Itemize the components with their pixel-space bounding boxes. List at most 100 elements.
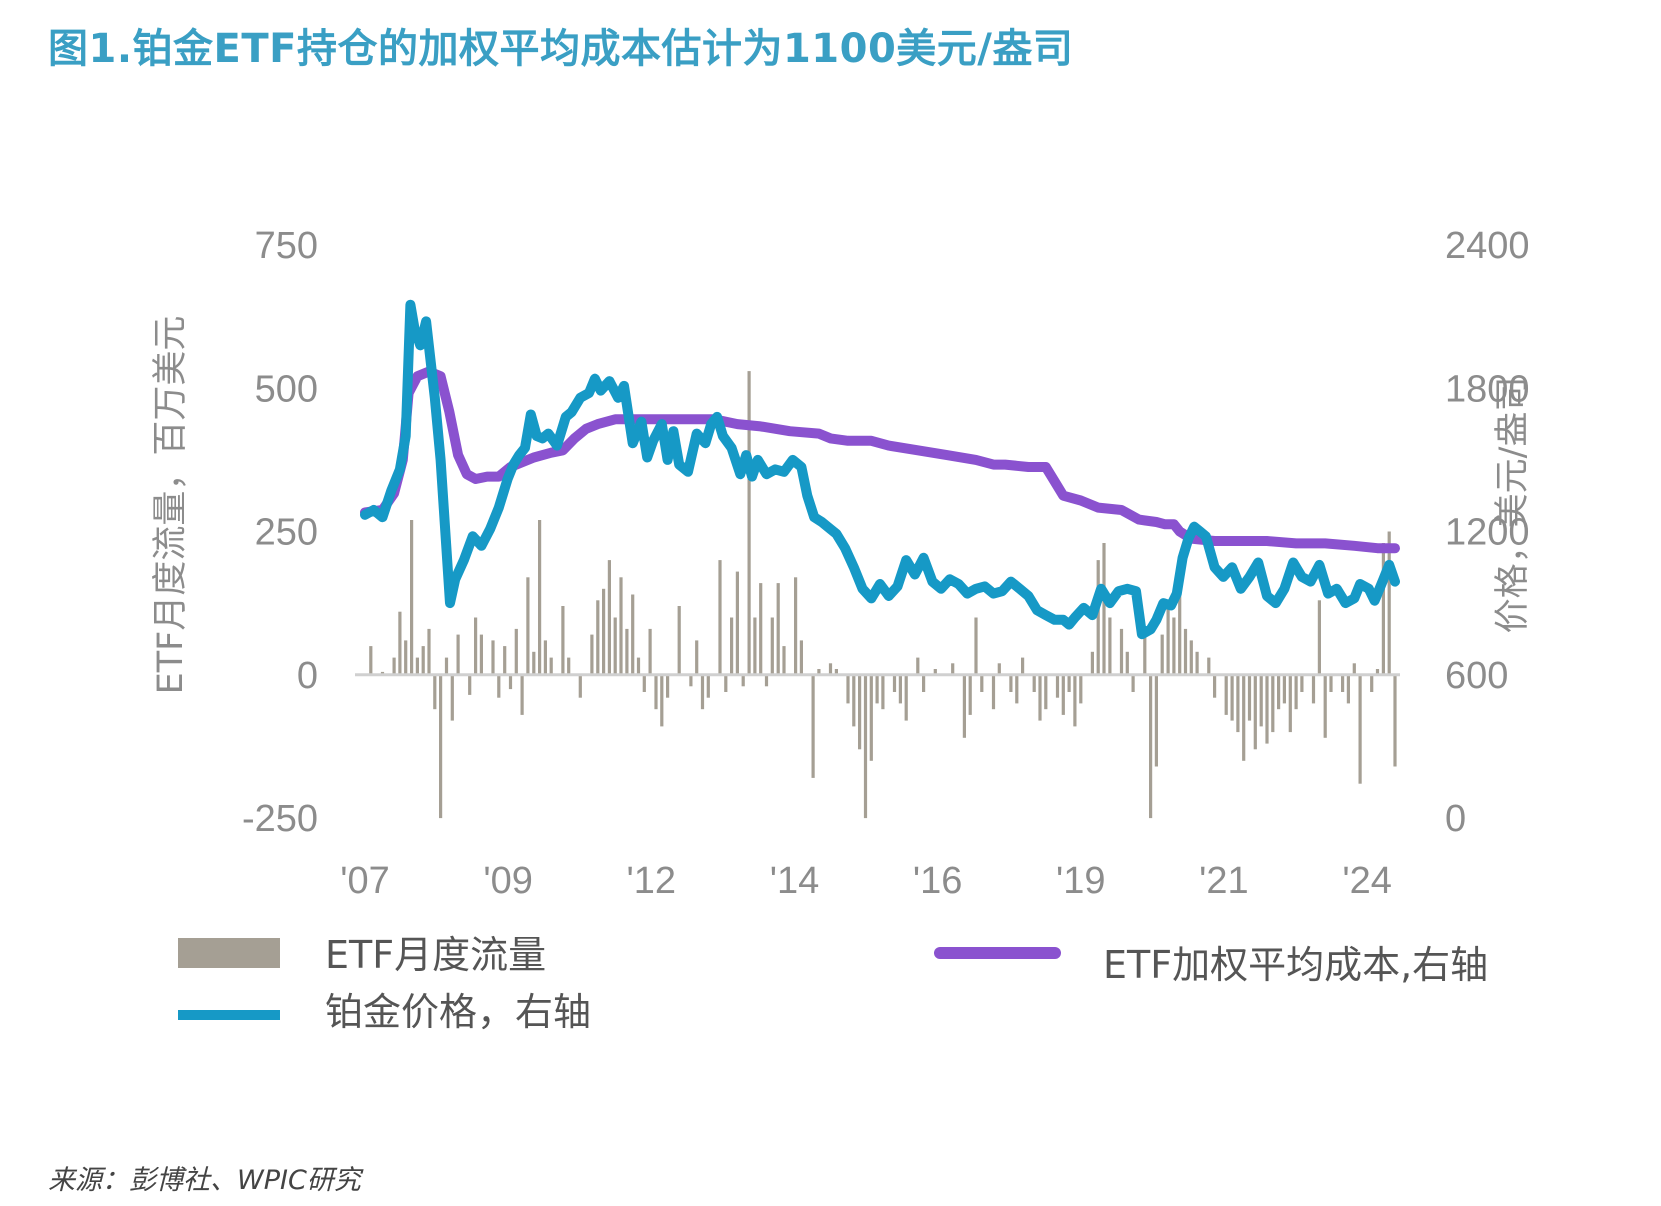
flow-bar-47 [695,640,699,675]
flow-bar-71 [863,674,868,819]
flow-bar-143 [1387,531,1391,675]
flow-bar-12 [450,674,454,721]
flow-bar-122 [1247,674,1252,721]
flow-bar-15 [474,617,478,675]
flow-bar-38 [631,594,635,675]
flow-bar-4 [404,640,408,675]
flow-bar-132 [1311,674,1316,704]
flow-bar-144 [1393,674,1397,767]
flow-bar-113 [1183,628,1188,675]
flow-bar-61 [782,646,786,675]
flow-bar-45 [677,606,681,675]
x-tick-label: '12 [627,860,677,902]
flow-bar-34 [607,560,611,675]
flow-bar-92 [1038,674,1042,721]
flow-bar-124 [1259,674,1263,727]
flow-bar-66 [828,663,833,675]
flow-bar-59 [770,617,774,675]
flow-bar-55 [747,371,751,675]
left-tick-label: 250 [255,512,318,554]
flow-bar-103 [1119,628,1124,675]
flow-bar-108 [1154,674,1158,767]
x-tick-label: '14 [770,860,820,902]
flow-bar-123 [1253,674,1257,750]
flow-bar-63 [799,640,803,675]
flow-bar-136 [1341,674,1345,692]
flow-bar-121 [1242,674,1246,761]
flow-bar-43 [660,674,664,727]
flow-bar-3 [398,611,402,675]
flow-bar-139 [1358,674,1362,784]
flow-bar-77 [904,674,908,721]
flow-bar-86 [991,674,996,710]
x-tick-label: '09 [483,860,533,902]
source-note: 来源：彭博社、WPIC研究 [48,1165,361,1196]
right-axis-ticks: 2400 1800 1200 600 0 [1445,225,1530,840]
flow-bar-68 [846,674,850,704]
flow-bar-50 [718,560,722,675]
flow-bar-72 [869,674,873,761]
flow-bar-126 [1271,674,1275,733]
flow-bar-6 [415,657,419,675]
left-axis-label: ETF月度流量，百万美元 [151,316,191,695]
flow-bar-141 [1375,669,1380,675]
flow-bar-0 [369,646,373,675]
flow-bar-49 [706,674,710,698]
flow-bar-131 [1300,674,1304,692]
flow-bar-85 [980,674,984,692]
legend-bar-swatch [178,938,280,968]
flow-bar-101 [1102,543,1106,675]
flow-bar-65 [817,669,821,675]
flow-bar-82 [962,674,966,738]
left-tick-label: 500 [255,368,318,410]
right-tick-label: 600 [1445,655,1508,697]
legend-cost-label: ETF加权平均成本,右轴 [1103,943,1488,987]
flow-bar-10 [439,674,443,819]
flow-bar-69 [852,674,856,727]
flow-bars [369,371,1397,819]
flow-bar-102 [1108,617,1112,675]
flow-bar-100 [1096,560,1100,675]
flow-bar-70 [858,674,862,750]
left-tick-label: 750 [255,225,318,267]
flow-bar-97 [1073,674,1077,727]
flow-bar-114 [1189,640,1193,675]
flow-bar-31 [590,634,594,675]
flow-bar-90 [1021,657,1025,675]
right-tick-label: 2400 [1445,225,1530,267]
flow-bar-25 [538,520,542,675]
flow-bar-14 [468,674,472,695]
flow-bar-128 [1282,674,1286,704]
left-tick-label: 0 [297,655,318,697]
x-tick-label: '19 [1056,860,1106,902]
legend-bar-label: ETF月度流量 [325,933,546,977]
flow-bar-93 [1044,674,1048,710]
flow-bar-127 [1277,674,1281,710]
flow-bar-76 [898,674,902,704]
flow-bar-26 [543,640,547,675]
flow-bar-119 [1230,674,1234,721]
flow-bar-87 [997,663,1001,675]
flow-bar-33 [602,588,606,675]
flow-bar-75 [892,674,897,692]
flow-bar-74 [881,674,885,710]
flow-bar-99 [1090,651,1094,675]
flow-bar-81 [951,663,955,675]
flow-bar-129 [1288,674,1292,733]
legend: ETF月度流量 铂金价格，右轴 ETF加权平均成本,右轴 [178,933,1488,1034]
flow-bar-111 [1172,617,1176,675]
flow-bar-106 [1143,634,1147,675]
flow-bar-142 [1381,543,1385,675]
flow-bar-112 [1178,577,1182,675]
x-tick-label: '24 [1342,860,1392,902]
right-axis-label: 价格，美元/盎司 [1493,377,1533,634]
flow-bar-117 [1213,674,1217,698]
flow-bar-83 [968,674,972,715]
flow-bar-56 [753,617,757,675]
flow-bar-42 [654,674,658,710]
flow-bar-125 [1265,674,1269,744]
flow-bar-116 [1207,657,1211,675]
flow-bar-130 [1294,674,1298,710]
flow-bar-21 [514,628,518,675]
